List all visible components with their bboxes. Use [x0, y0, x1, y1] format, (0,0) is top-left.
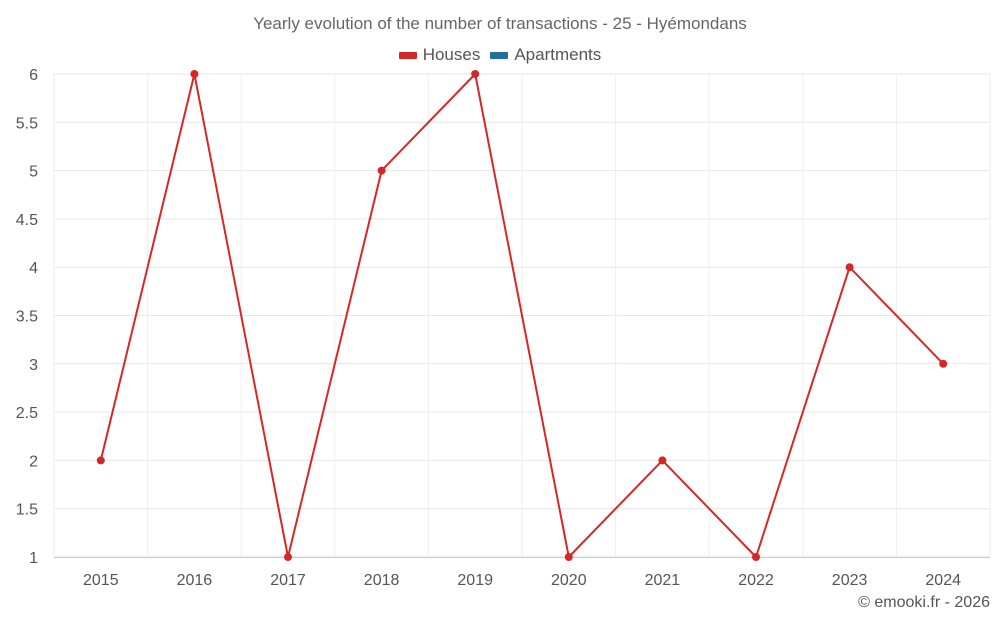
y-tick-label: 1: [29, 550, 38, 567]
x-tick-label: 2022: [738, 572, 774, 589]
legend: Houses Apartments: [0, 45, 1000, 65]
x-tick-label: 2024: [925, 572, 961, 589]
legend-swatch-apartments: [490, 51, 509, 59]
data-point-houses-2021: [658, 456, 667, 465]
legend-item-houses[interactable]: Houses: [398, 45, 481, 65]
y-tick-label: 2.5: [16, 405, 38, 422]
x-tick-label: 2023: [832, 572, 868, 589]
y-tick-label: 3: [29, 357, 38, 374]
x-tick-label: 2017: [270, 572, 306, 589]
y-tick-label: 5.5: [16, 115, 38, 132]
chart-title: Yearly evolution of the number of transa…: [253, 14, 747, 33]
y-tick-label: 3.5: [16, 309, 38, 326]
legend-label-apartments: Apartments: [514, 45, 602, 64]
legend-label-houses: Houses: [422, 45, 481, 64]
series: [96, 70, 948, 561]
y-tick-label: 5: [29, 164, 38, 181]
x-tick-label: 2018: [364, 572, 400, 589]
data-point-houses-2016: [190, 70, 199, 78]
data-point-houses-2015: [96, 456, 105, 465]
data-point-houses-2023: [845, 263, 854, 272]
data-point-houses-2020: [564, 553, 573, 561]
series-line-houses: [99, 73, 944, 558]
x-tick-label: 2016: [177, 572, 213, 589]
axes: 1 1.5 2 2.5 3 3.5 4 4.5 5 5.5 6 2015 2016 2017 2018 201…: [16, 67, 990, 589]
y-tick-label: 2: [29, 453, 38, 470]
legend-swatch-houses: [398, 51, 417, 59]
credits[interactable]: © emooki.fr - 2026: [858, 594, 990, 611]
data-point-houses-2022: [752, 553, 760, 561]
data-point-houses-2018: [377, 166, 386, 175]
y-tick-label: 1.5: [16, 502, 38, 519]
x-tick-label: 2015: [83, 572, 119, 589]
data-point-houses-2024: [939, 359, 948, 368]
legend-item-apartments[interactable]: Apartments: [490, 45, 601, 65]
y-tick-label: 6: [29, 67, 38, 84]
x-tick-label: 2021: [645, 572, 681, 589]
data-point-houses-2019: [471, 70, 480, 78]
x-tick-label: 2020: [551, 572, 587, 589]
y-tick-label: 4.5: [16, 212, 38, 229]
data-point-houses-2017: [284, 553, 292, 561]
y-tick-label: 4: [29, 260, 38, 277]
x-tick-label: 2019: [457, 572, 493, 589]
